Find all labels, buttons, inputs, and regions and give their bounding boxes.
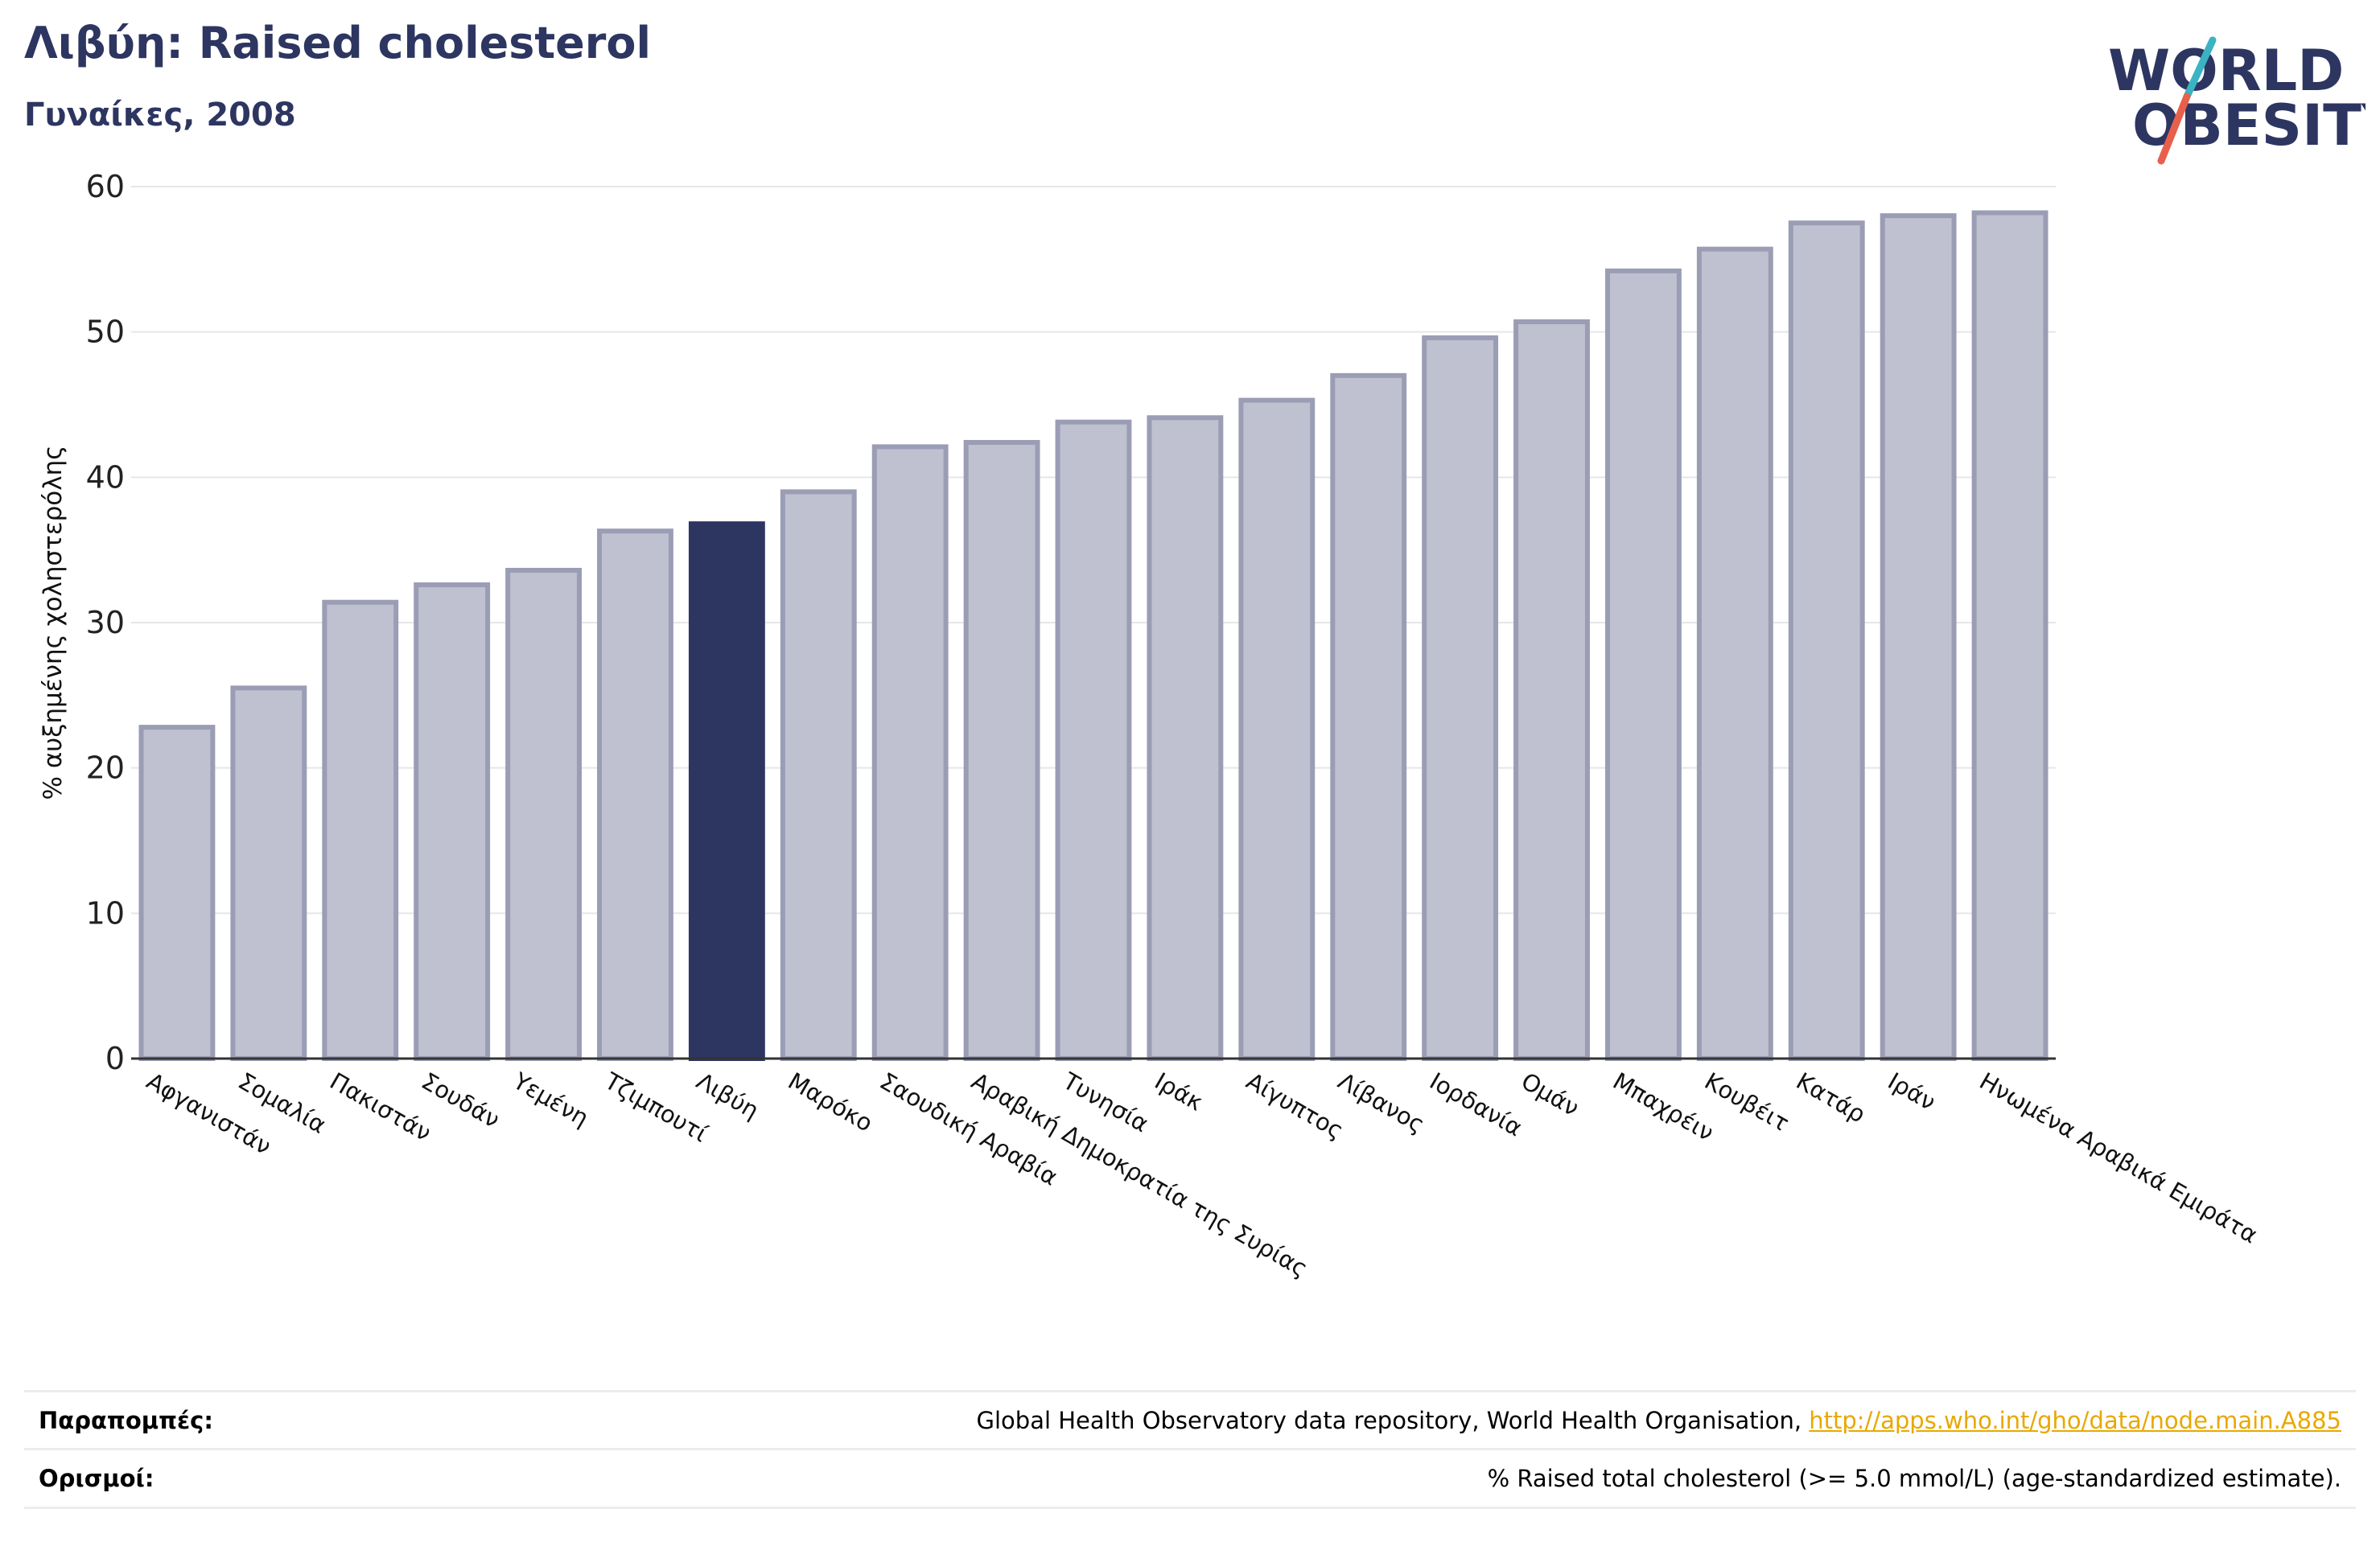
y-tick-label-40: 40 <box>86 459 125 495</box>
references-row: Παραπομπές: Global Health Observatory da… <box>24 1390 2356 1449</box>
y-tick-label-60: 60 <box>86 169 125 204</box>
x-tick-label-7: Μαρόκο <box>784 1067 878 1137</box>
bar-chart: 0 10 20 30 40 50 60 ΑφγανιστάνΣομαλίαΠακιστάνΣ… <box>39 169 2263 1282</box>
bar-3 <box>414 582 491 1061</box>
bar-19 <box>1880 213 1957 1062</box>
bar-15 <box>1513 319 1590 1061</box>
x-tick-label-2: Πακιστάν <box>325 1067 435 1147</box>
x-tick-label-6: Λιβύη <box>692 1067 764 1125</box>
bar-13 <box>1330 372 1407 1062</box>
references-text: Global Health Observatory data repositor… <box>976 1407 1810 1434</box>
x-tick-label-14: Ιορδανία <box>1425 1067 1527 1142</box>
x-tick-label-12: Αίγυπτος <box>1241 1067 1348 1145</box>
bar-2 <box>322 599 399 1061</box>
x-tick-label-20: Ηνωμένα Αραβικά Εμιράτα <box>1975 1067 2263 1249</box>
x-tick-label-16: Μπαχρέιν <box>1608 1067 1719 1147</box>
y-tick-label-20: 20 <box>86 750 125 786</box>
bar-11 <box>1147 415 1224 1061</box>
bar-14 <box>1422 335 1499 1062</box>
bar-9 <box>963 439 1040 1061</box>
logo-slash-teal <box>2183 36 2217 101</box>
bar-20 <box>1971 210 2049 1061</box>
x-tick-label-18: Κατάρ <box>1792 1067 1871 1129</box>
y-tick-label-50: 50 <box>86 315 125 350</box>
x-tick-label-5: Τζιμπουτί <box>599 1067 712 1148</box>
bar-0 <box>138 725 216 1062</box>
x-tick-label-11: Ιράκ <box>1150 1067 1208 1116</box>
logo-slash-red <box>2157 93 2191 165</box>
bar-10 <box>1055 419 1132 1061</box>
bar-16 <box>1605 268 1682 1061</box>
definitions-value: % Raised total cholesterol (>= 5.0 mmol/… <box>1487 1465 2341 1492</box>
y-tick-label-0: 0 <box>105 1041 125 1076</box>
bar-12 <box>1238 397 1316 1061</box>
y-tick-label-10: 10 <box>86 895 125 931</box>
bar-17 <box>1696 246 1773 1062</box>
y-axis-label: % αυξημένης χοληστερόλης <box>39 446 68 800</box>
bar-6 <box>688 521 765 1061</box>
references-label: Παραπομπές: <box>39 1407 213 1434</box>
x-tick-label-19: Ιράν <box>1884 1067 1941 1116</box>
references-link[interactable]: http://apps.who.int/gho/data/node.main.A… <box>1809 1407 2341 1434</box>
y-tick-label-30: 30 <box>86 605 125 640</box>
y-tick-labels: 0 10 20 30 40 50 60 <box>86 169 125 1076</box>
x-tick-label-4: Υεμένη <box>508 1067 593 1132</box>
bars <box>138 210 2049 1062</box>
chart-title: Λιβύη: Raised cholesterol <box>24 18 652 68</box>
bar-18 <box>1788 220 1865 1062</box>
bar-4 <box>505 567 582 1061</box>
references-value: Global Health Observatory data repositor… <box>977 1407 2341 1434</box>
bar-8 <box>871 444 949 1061</box>
x-tick-label-15: Ομάν <box>1517 1067 1583 1122</box>
definitions-label: Ορισμοί: <box>39 1465 154 1492</box>
chart-subtitle: Γυναίκες, 2008 <box>24 97 296 134</box>
bar-7 <box>780 489 857 1061</box>
logo-word-world: WORLD <box>2108 38 2344 104</box>
world-obesity-logo: WORLD OBESITY <box>2108 36 2366 165</box>
definitions-row: Ορισμοί: % Raised total cholesterol (>= … <box>24 1448 2356 1509</box>
bar-1 <box>230 685 307 1061</box>
logo-word-obesity: OBESITY <box>2132 93 2366 158</box>
bar-5 <box>597 528 673 1061</box>
x-tick-label-13: Λίβανος <box>1333 1067 1429 1139</box>
